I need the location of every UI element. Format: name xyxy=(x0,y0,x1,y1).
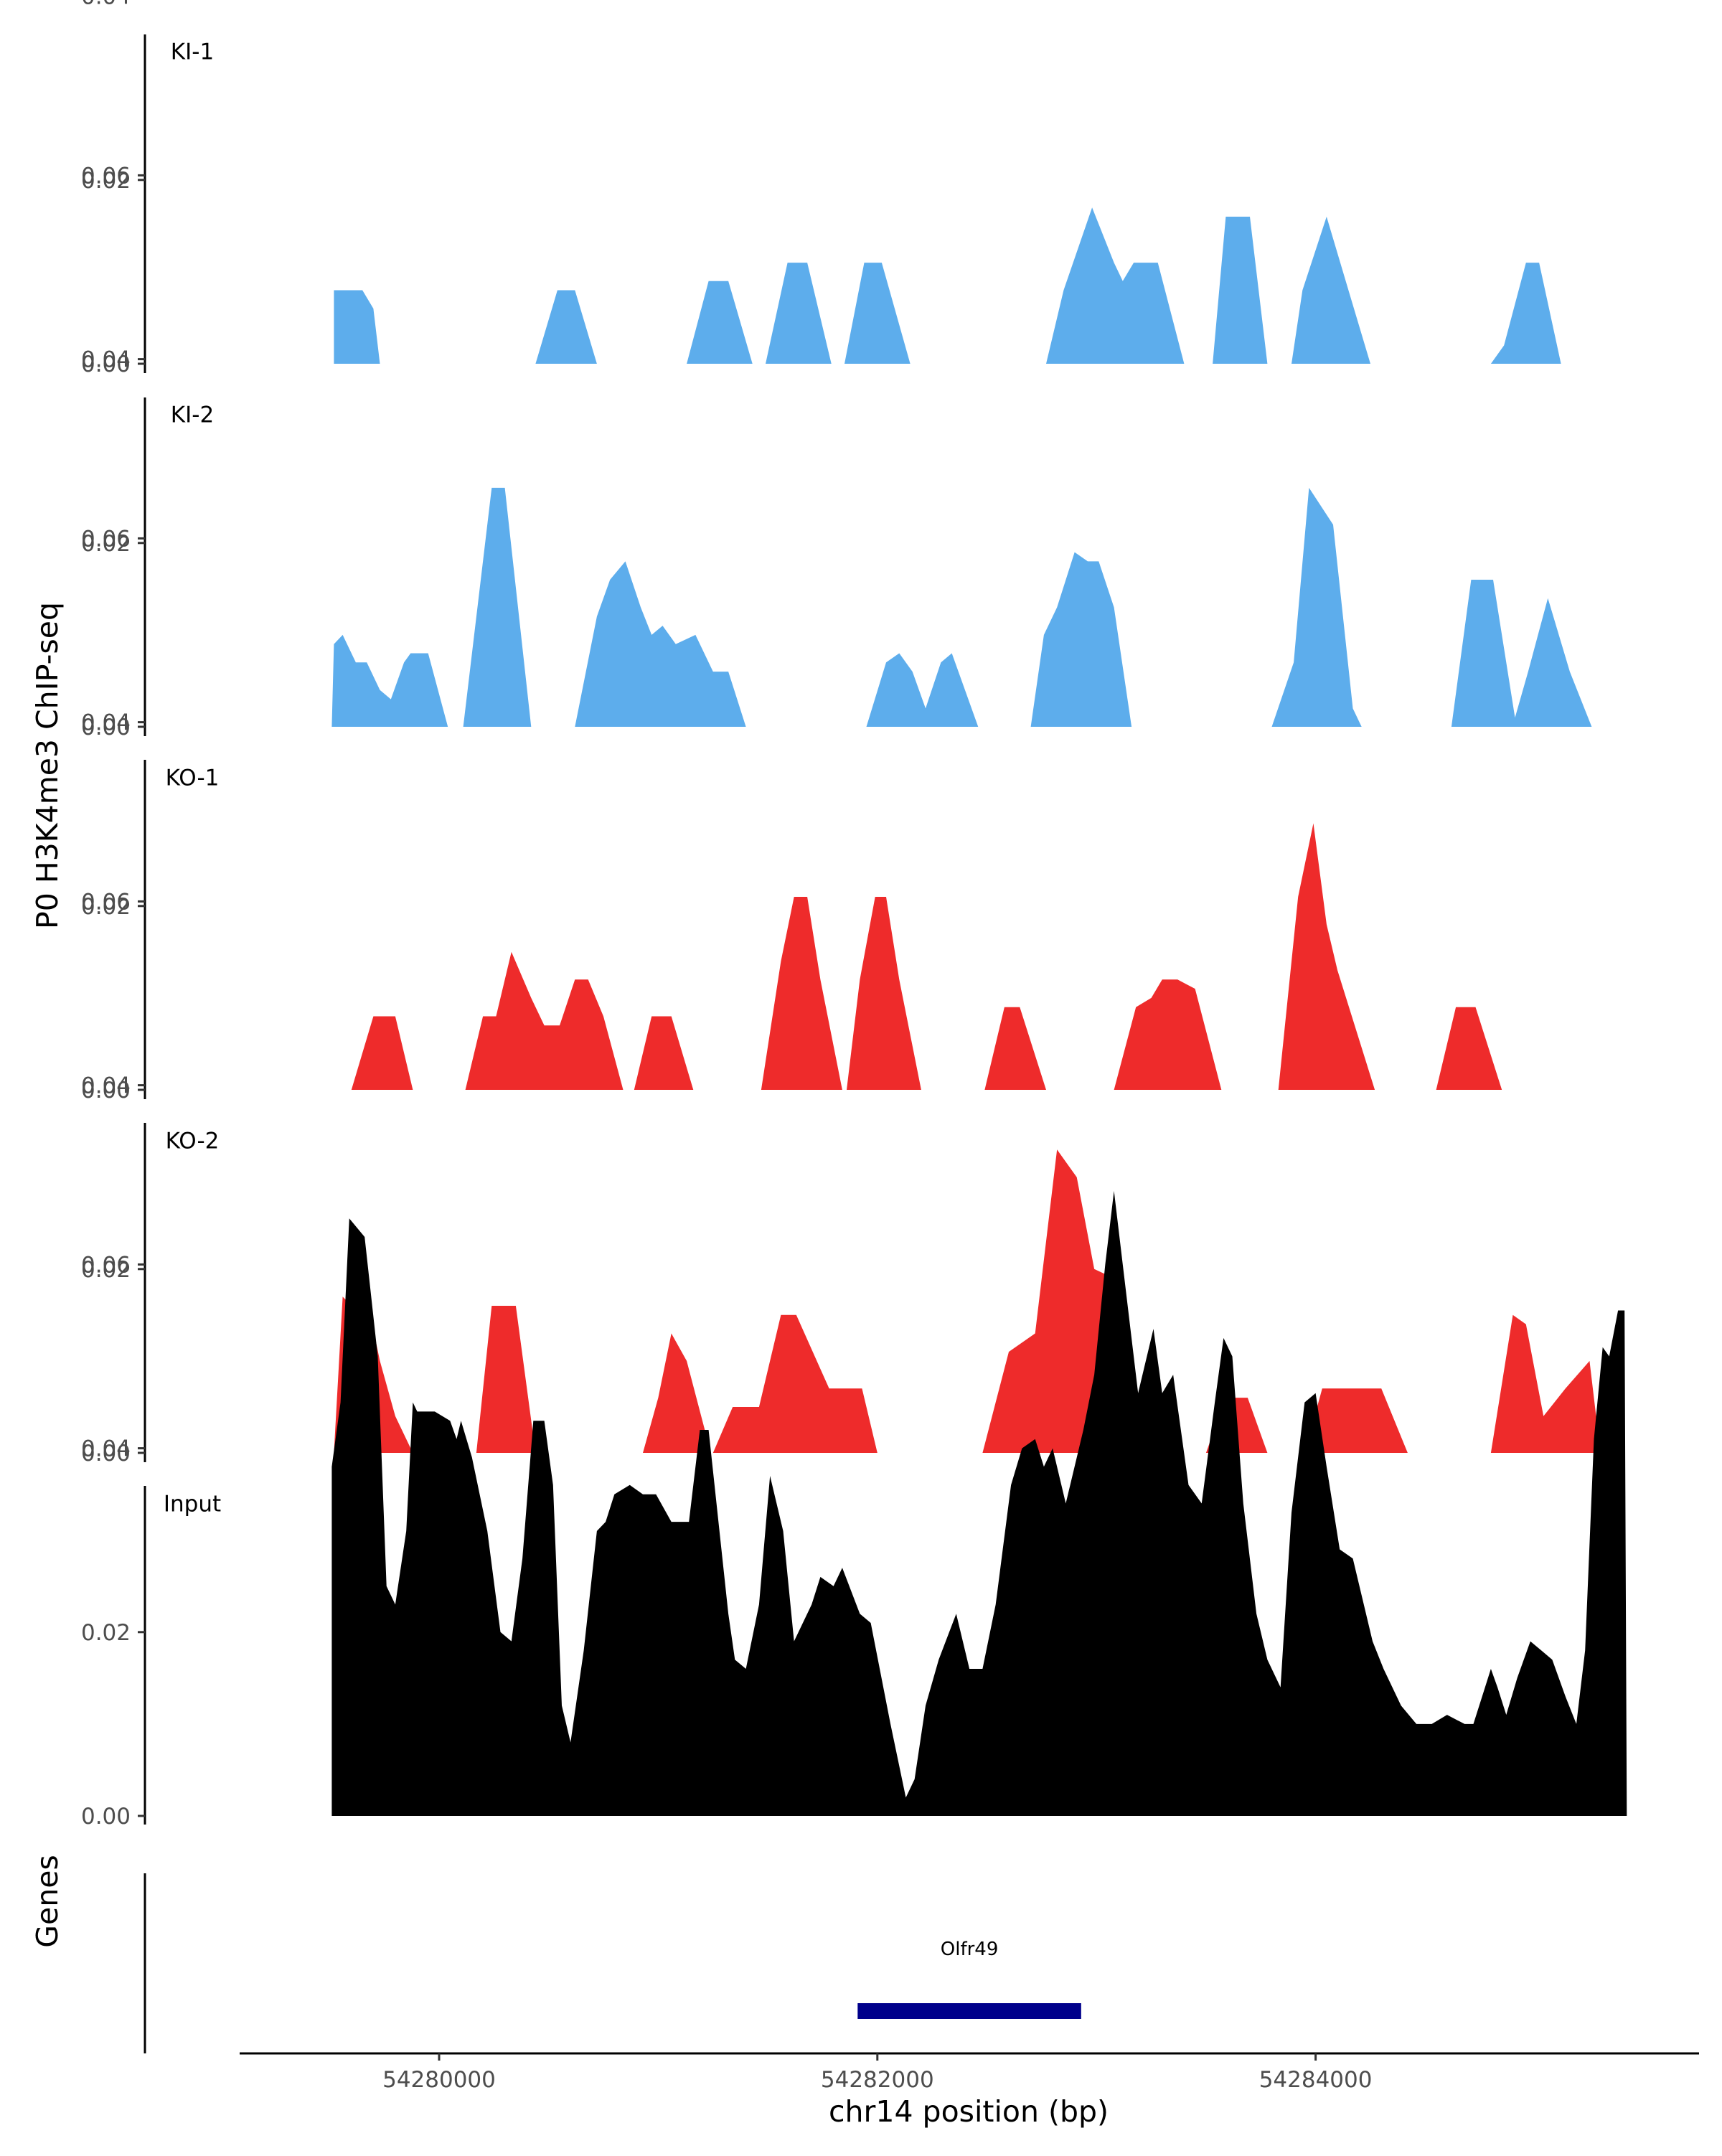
x-tick-label: 54280000 xyxy=(382,2067,496,2093)
series-label: KO-1 xyxy=(166,765,220,791)
y-tick-label: 0.06 xyxy=(81,1252,131,1278)
y-tick-label: 0.06 xyxy=(81,889,131,915)
y-tick-label: 0.02 xyxy=(81,531,131,557)
y-tick-label: 0.02 xyxy=(81,168,131,194)
area-ki-1 xyxy=(334,207,1561,364)
y-tick-label: 0.02 xyxy=(81,1257,131,1283)
y-tick-label: 0.04 xyxy=(81,710,131,736)
y-tick-label: 0.00 xyxy=(81,1441,131,1467)
area-ko-1 xyxy=(351,823,1502,1090)
y-tick-label: 0.04 xyxy=(81,347,131,373)
genes-track-label: Genes xyxy=(30,1855,65,1948)
y-tick-label: 0.06 xyxy=(81,526,131,552)
y-tick-label: 0.04 xyxy=(81,1436,131,1462)
series-label: KO-2 xyxy=(166,1128,220,1154)
x-axis-title: chr14 position (bp) xyxy=(829,2094,1109,2129)
gene-bar xyxy=(857,2003,1081,2019)
x-tick-label: 54282000 xyxy=(821,2067,934,2093)
x-tick-label: 54284000 xyxy=(1259,2067,1373,2093)
y-tick-label: 0.02 xyxy=(81,1620,131,1646)
gene-label: Olfr49 xyxy=(941,1939,999,1960)
area-ko-2 xyxy=(334,1149,1601,1453)
y-tick-label: 0.00 xyxy=(81,1078,131,1103)
y-axis-title: P0 H3K4me3 ChIP-seq xyxy=(30,602,65,929)
y-tick-label: 0.02 xyxy=(81,894,131,920)
y-tick-label: 0.04 xyxy=(81,0,131,10)
y-tick-label: 0.00 xyxy=(81,1804,131,1830)
series-label: KI-2 xyxy=(171,402,214,428)
series-label: KI-1 xyxy=(171,39,214,65)
y-tick-label: 0.00 xyxy=(81,715,131,740)
area-ki-2 xyxy=(331,487,1592,727)
y-tick-label: 0.06 xyxy=(81,163,131,189)
series-label: Input xyxy=(164,1491,221,1517)
y-tick-label: 0.04 xyxy=(81,1073,131,1099)
area-input xyxy=(331,1190,1627,1816)
y-tick-label: 0.00 xyxy=(81,352,131,377)
